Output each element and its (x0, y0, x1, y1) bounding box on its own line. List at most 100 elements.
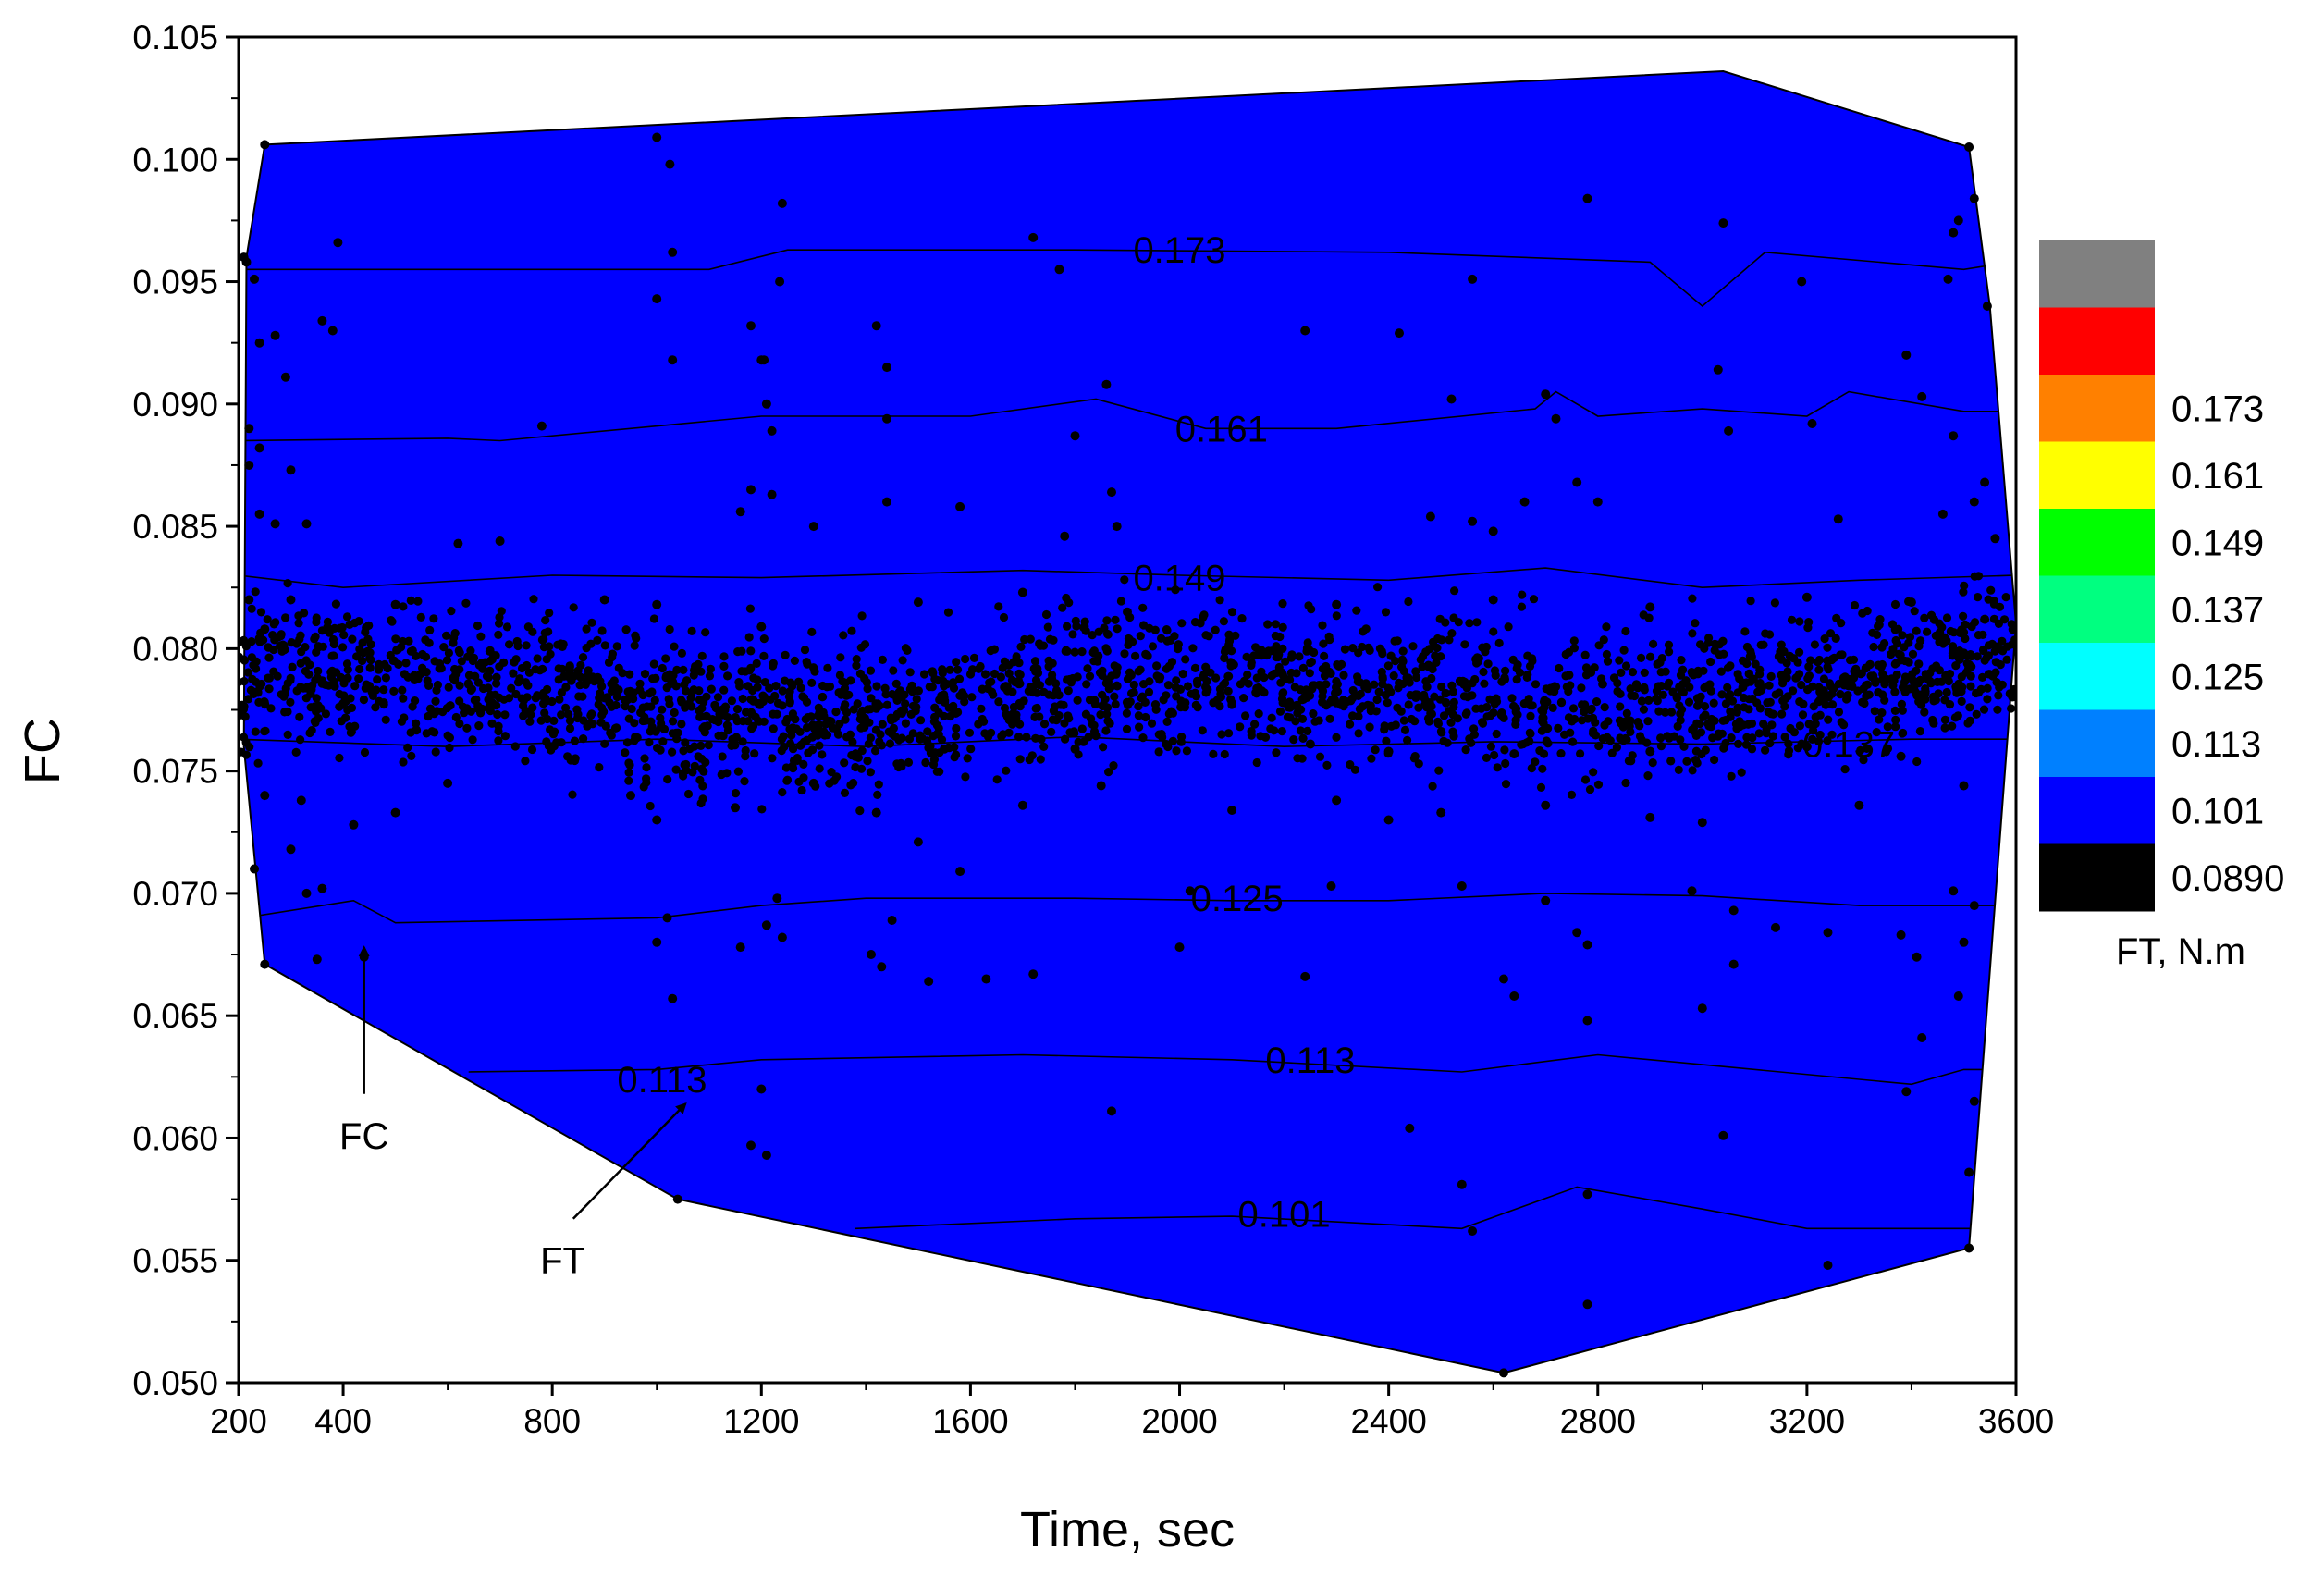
cluster-point-911 (243, 668, 252, 677)
scatter-point-51 (1724, 425, 1734, 436)
cluster-point-217 (1141, 712, 1150, 722)
cluster-point-2504 (608, 649, 618, 659)
cluster-point-1460 (996, 672, 1005, 682)
cluster-point-383 (1382, 736, 1391, 745)
cluster-point-2584 (1728, 696, 1738, 706)
cluster-point-821 (1227, 608, 1237, 617)
cluster-point-2064 (1260, 672, 1269, 683)
cluster-point-1145 (731, 713, 740, 722)
scatter-point-161 (1582, 940, 1592, 950)
cluster-point-2234 (1198, 726, 1207, 735)
cluster-point-266 (951, 732, 961, 741)
cluster-point-380 (1002, 766, 1011, 775)
cluster-point-1970 (718, 731, 727, 741)
scatter-point-2 (665, 159, 675, 169)
scatter-point-79 (1990, 534, 2000, 544)
cluster-point-1892 (596, 677, 605, 686)
cluster-point-2490 (1077, 724, 1087, 733)
cluster-point-1315 (492, 701, 501, 710)
cluster-point-1258 (1684, 697, 1694, 707)
cluster-point-134 (373, 675, 382, 684)
cluster-point-905 (1004, 669, 1014, 678)
cluster-point-2440 (855, 714, 865, 724)
cluster-point-1991 (1087, 714, 1096, 723)
cluster-point-2284 (1512, 664, 1521, 673)
cluster-point-2355 (1523, 651, 1532, 660)
cluster-point-1845 (1124, 640, 1133, 650)
scatter-point-75 (1833, 514, 1843, 524)
cluster-point-1136 (576, 672, 585, 682)
cluster-point-2393 (565, 662, 574, 671)
cluster-point-2103 (1247, 727, 1256, 736)
cluster-point-533 (557, 710, 566, 720)
cluster-point-1384 (1704, 634, 1714, 643)
cluster-point-180 (1960, 581, 1969, 590)
cluster-point-1200 (1824, 715, 1833, 724)
cluster-point-1848 (1644, 696, 1654, 706)
scatter-point-78 (1980, 477, 1990, 487)
y-tick-label-11: 0.105 (132, 18, 218, 56)
cluster-point-2530 (1322, 701, 1331, 710)
cluster-point-335 (882, 700, 891, 709)
cluster-point-1078 (706, 664, 716, 673)
cluster-point-1874 (1129, 688, 1138, 697)
scatter-point-120 (1383, 815, 1394, 825)
cluster-point-1153 (1959, 611, 1968, 621)
cluster-point-1727 (561, 703, 571, 713)
cluster-point-1629 (1174, 640, 1183, 649)
cluster-point-1253 (796, 683, 805, 693)
cluster-point-2539 (1777, 709, 1787, 719)
cluster-point-2529 (840, 758, 849, 768)
cluster-point-2304 (249, 689, 258, 699)
cluster-point-273 (1461, 709, 1470, 719)
colorbar: 0.1730.1610.1490.1370.1250.1130.1010.089… (2039, 240, 2284, 912)
cluster-point-2364 (732, 733, 741, 742)
scatter-point-35 (1300, 326, 1310, 336)
cluster-point-787 (604, 658, 614, 668)
cluster-point-2225 (795, 727, 805, 736)
cluster-point-2520 (280, 708, 289, 717)
cluster-point-955 (1945, 700, 1955, 709)
cluster-point-2235 (1723, 683, 1732, 693)
cluster-point-1731 (689, 685, 698, 695)
cluster-point-1736 (607, 731, 616, 740)
cluster-point-1967 (648, 674, 658, 683)
cluster-point-1999 (866, 733, 876, 743)
cluster-point-696 (1171, 585, 1180, 595)
contour-label-4: 0.125 (1191, 879, 1284, 919)
cluster-point-1975 (304, 670, 314, 679)
cluster-point-1447 (952, 723, 961, 733)
cluster-point-2184 (681, 686, 691, 696)
cluster-point-2141 (1636, 653, 1646, 663)
cluster-point-1801 (1719, 744, 1728, 753)
cluster-point-926 (803, 723, 812, 733)
cluster-point-1461 (567, 676, 576, 685)
cluster-point-71 (1765, 739, 1775, 748)
cluster-point-1702 (350, 721, 360, 731)
cluster-point-1134 (778, 788, 787, 797)
cluster-point-1818 (473, 678, 484, 687)
cluster-point-54 (1346, 720, 1355, 729)
cluster-point-1393 (967, 693, 977, 702)
cluster-point-2076 (1337, 659, 1346, 670)
cluster-point-1593 (846, 781, 855, 790)
cluster-point-1608 (823, 663, 832, 672)
cluster-point-756 (323, 617, 332, 627)
cluster-point-183 (494, 630, 503, 640)
cluster-point-2290 (978, 714, 987, 724)
cluster-point-2145 (510, 742, 520, 751)
cluster-point-1635 (1032, 703, 1041, 713)
cluster-point-1767 (2010, 692, 2016, 702)
cluster-point-2149 (785, 697, 794, 707)
cluster-point-2465 (1501, 666, 1510, 675)
cluster-point-2585 (1424, 660, 1433, 670)
cluster-point-304 (1795, 721, 1804, 731)
cluster-point-2549 (1433, 717, 1443, 727)
scatter-point-46 (767, 425, 777, 436)
cluster-point-2033 (1036, 641, 1045, 650)
cluster-point-253 (1175, 684, 1185, 695)
cluster-point-2094 (1691, 619, 1700, 628)
cluster-point-2323 (515, 674, 524, 683)
cluster-point-2373 (696, 754, 707, 763)
